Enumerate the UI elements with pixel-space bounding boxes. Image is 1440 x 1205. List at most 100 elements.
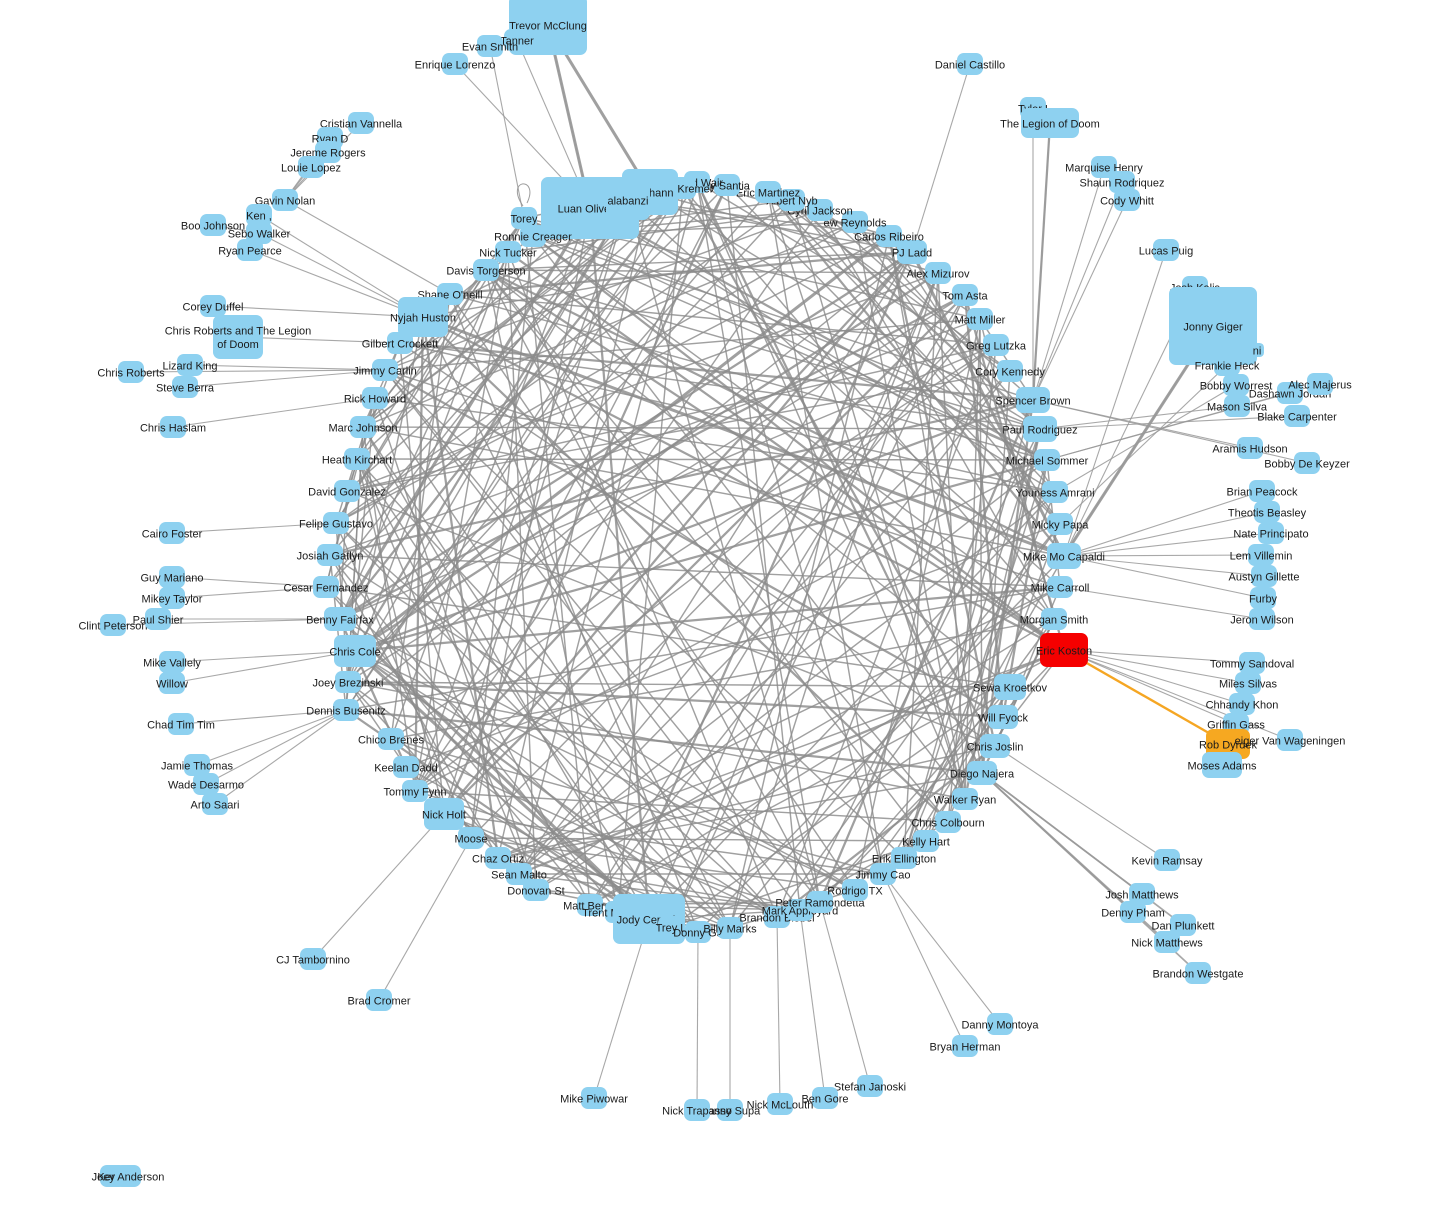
svg-text:Mikey Taylor: Mikey Taylor — [142, 593, 203, 605]
svg-text:Enrique Lorenzo: Enrique Lorenzo — [415, 59, 496, 71]
svg-text:Brandon Westgate: Brandon Westgate — [1153, 968, 1244, 980]
svg-text:Chris Colbourn: Chris Colbourn — [911, 817, 984, 829]
svg-text:Jimmy Cao: Jimmy Cao — [855, 869, 910, 881]
svg-text:Diego Najera: Diego Najera — [950, 768, 1015, 780]
svg-text:Chico Brenes: Chico Brenes — [358, 734, 425, 746]
svg-text:Louie Lopez: Louie Lopez — [281, 162, 341, 174]
svg-text:Matt Miller: Matt Miller — [955, 314, 1006, 326]
svg-text:Furby: Furby — [1249, 593, 1278, 605]
svg-text:Daniel Castillo: Daniel Castillo — [935, 59, 1005, 71]
svg-text:Chris Joslin: Chris Joslin — [967, 741, 1024, 753]
svg-text:Mike Carroll: Mike Carroll — [1031, 582, 1090, 594]
svg-text:Heath Kirchart: Heath Kirchart — [322, 454, 392, 466]
svg-text:Nick Trapasso: Nick Trapasso — [662, 1105, 732, 1117]
svg-text:Marc Johnson: Marc Johnson — [328, 422, 397, 434]
svg-text:Chris Roberts: Chris Roberts — [97, 367, 165, 379]
svg-text:Dan Plunkett: Dan Plunkett — [1152, 920, 1215, 932]
svg-text:Arto Saari: Arto Saari — [191, 799, 240, 811]
svg-text:ew Reynolds: ew Reynolds — [824, 217, 887, 229]
svg-text:Theotis Beasley: Theotis Beasley — [1228, 507, 1307, 519]
svg-text:Mike Piwowar: Mike Piwowar — [560, 1093, 628, 1105]
svg-text:Aramis Hudson: Aramis Hudson — [1212, 443, 1287, 455]
svg-text:Denny Pham: Denny Pham — [1101, 907, 1165, 919]
svg-text:Moses Adams: Moses Adams — [1187, 760, 1257, 772]
svg-text:Cody Whitt: Cody Whitt — [1100, 195, 1154, 207]
svg-text:Erik Ellington: Erik Ellington — [872, 853, 936, 865]
svg-text:Paul Shier: Paul Shier — [133, 614, 184, 626]
svg-text:Ken ,: Ken , — [246, 210, 272, 222]
svg-text:Morgan Smith: Morgan Smith — [1020, 614, 1088, 626]
svg-text:Mike Mo Capaldi: Mike Mo Capaldi — [1023, 551, 1105, 563]
svg-text:Danny Montoya: Danny Montoya — [961, 1019, 1039, 1031]
svg-text:Jamie Thomas: Jamie Thomas — [161, 760, 233, 772]
svg-text:Jimmy Carlin: Jimmy Carlin — [353, 365, 417, 377]
svg-text:Jonny Giger: Jonny Giger — [1183, 321, 1243, 333]
svg-text:Micky Papa: Micky Papa — [1032, 519, 1090, 531]
svg-text:Frankie Heck: Frankie Heck — [1195, 360, 1260, 372]
svg-text:Evan Smith: Evan Smith — [462, 41, 518, 53]
svg-text:Lizard King: Lizard King — [162, 360, 217, 372]
svg-text:Walker Ryan: Walker Ryan — [934, 794, 997, 806]
svg-text:Chhandy Khon: Chhandy Khon — [1206, 699, 1279, 711]
svg-text:Felipe Gustavo: Felipe Gustavo — [299, 518, 373, 530]
svg-text:Keelan Dadd: Keelan Dadd — [374, 762, 438, 774]
svg-text:Brad Cromer: Brad Cromer — [348, 995, 411, 1007]
svg-text:Chris Haslam: Chris Haslam — [140, 422, 206, 434]
svg-text:Nick Holt: Nick Holt — [422, 809, 466, 821]
svg-text:Guy Mariano: Guy Mariano — [141, 572, 204, 584]
svg-text:Nick Tucker: Nick Tucker — [479, 247, 537, 259]
svg-text:ni: ni — [1253, 345, 1262, 357]
svg-text:Moose: Moose — [454, 833, 487, 845]
svg-text:Stefan Janoski: Stefan Janoski — [834, 1081, 906, 1093]
svg-text:alabanzi: alabanzi — [608, 195, 649, 207]
svg-text:Tommy Sandoval: Tommy Sandoval — [1210, 658, 1294, 670]
svg-text:Kelly Hart: Kelly Hart — [902, 836, 950, 848]
svg-text:Will Fyock: Will Fyock — [978, 712, 1029, 724]
svg-text:Eric Koston: Eric Koston — [1036, 645, 1092, 657]
svg-text:Rodrigo TX: Rodrigo TX — [827, 885, 883, 897]
svg-text:Spencer Brown: Spencer Brown — [995, 395, 1070, 407]
svg-text:Chris Roberts and The Legion: Chris Roberts and The Legion — [165, 326, 312, 338]
svg-text:Dennis Busenitz: Dennis Busenitz — [306, 705, 386, 717]
svg-text:Michael Sommer: Michael Sommer — [1006, 455, 1089, 467]
svg-text:Blake Carpenter: Blake Carpenter — [1257, 411, 1337, 423]
svg-text:Rick Howard: Rick Howard — [344, 393, 406, 405]
svg-text:Joey Brezinski: Joey Brezinski — [313, 677, 384, 689]
svg-text:Mike Vallely: Mike Vallely — [143, 657, 201, 669]
svg-text:Josiah Gatlyn: Josiah Gatlyn — [297, 550, 364, 562]
svg-text:Ryan Pearce: Ryan Pearce — [218, 245, 282, 257]
svg-text:Greg Lutzka: Greg Lutzka — [966, 340, 1027, 352]
svg-text:Lucas Puig: Lucas Puig — [1139, 245, 1193, 257]
svg-text:Youness Amrani: Youness Amrani — [1015, 487, 1094, 499]
svg-text:Nate Principato: Nate Principato — [1233, 528, 1308, 540]
svg-text:eiger Van Wageningen: eiger Van Wageningen — [1235, 735, 1346, 747]
svg-text:Tommy Fynn: Tommy Fynn — [384, 786, 447, 798]
svg-text:Nyjah Huston: Nyjah Huston — [390, 312, 456, 324]
svg-text:Brian Peacock: Brian Peacock — [1227, 486, 1298, 498]
svg-text:Davis Torgerson: Davis Torgerson — [446, 265, 525, 277]
svg-text:Paul Rodriguez: Paul Rodriguez — [1002, 424, 1077, 436]
svg-text:Gilbert Crockett: Gilbert Crockett — [362, 338, 438, 350]
svg-text:Miles Silvas: Miles Silvas — [1219, 678, 1278, 690]
svg-text:Josh Matthews: Josh Matthews — [1105, 889, 1179, 901]
svg-text:Bobby De Keyzer: Bobby De Keyzer — [1264, 458, 1350, 470]
svg-text:Bryan Herman: Bryan Herman — [930, 1041, 1001, 1053]
svg-text:Alec Majerus: Alec Majerus — [1288, 379, 1352, 391]
svg-text:Sebo Walker: Sebo Walker — [228, 228, 291, 240]
svg-text:Benny Fairfax: Benny Fairfax — [306, 614, 374, 626]
svg-text:Alex Mizurov: Alex Mizurov — [907, 268, 970, 280]
svg-text:Jeron Wilson: Jeron Wilson — [1230, 614, 1294, 626]
svg-text:Sewa Kroetkov: Sewa Kroetkov — [973, 682, 1047, 694]
svg-text:The Legion of Doom: The Legion of Doom — [1000, 118, 1100, 130]
svg-text:Cesar Fernandez: Cesar Fernandez — [284, 582, 369, 594]
svg-text:Joey Anderson: Joey Anderson — [92, 1171, 165, 1183]
svg-text:David Gonzalez: David Gonzalez — [308, 486, 386, 498]
svg-text:Shaun Rodriquez: Shaun Rodriquez — [1079, 177, 1164, 189]
svg-text:Lem Villemin: Lem Villemin — [1230, 550, 1293, 562]
svg-text:of Doom: of Doom — [217, 339, 259, 351]
svg-text:Billy Marks: Billy Marks — [703, 923, 757, 935]
svg-text:Donovan St: Donovan St — [507, 885, 564, 897]
svg-text:Wade Desarmo: Wade Desarmo — [168, 779, 244, 791]
svg-text:Torey: Torey — [511, 213, 538, 225]
svg-text:Chad Tim Tim: Chad Tim Tim — [147, 719, 215, 731]
